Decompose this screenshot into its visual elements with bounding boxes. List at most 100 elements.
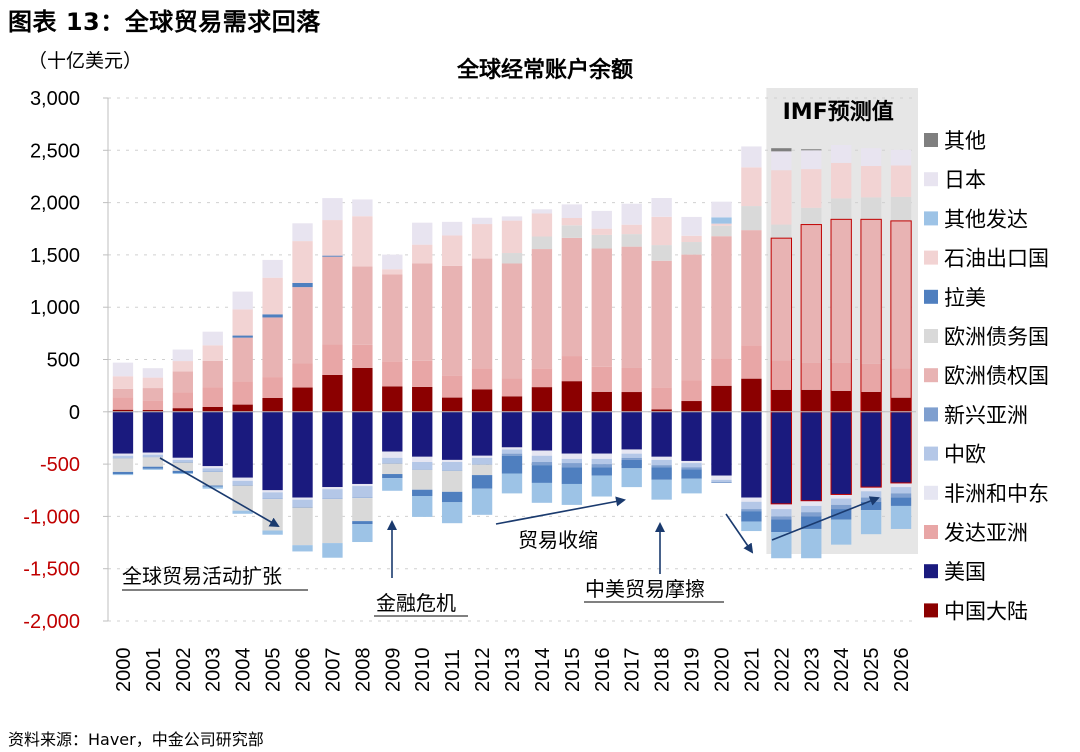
bar-segment-欧洲债务国 xyxy=(890,196,912,221)
y-tick-label: 500 xyxy=(47,350,80,372)
bar-segment-中欧 xyxy=(441,462,463,471)
bar-segment-中欧 xyxy=(651,459,672,466)
bar-segment-日本 xyxy=(711,201,732,218)
bar-segment-拉美 xyxy=(890,497,912,506)
bar-segment-其他发达 xyxy=(741,521,762,532)
bar-segment-非洲和中东 xyxy=(681,460,702,464)
bar-segment-拉美 xyxy=(501,455,523,474)
bar-segment-日本 xyxy=(352,199,373,217)
bar-segment-其他发达 xyxy=(591,475,612,497)
x-tick-label: 2016 xyxy=(592,648,614,693)
bar-segment-日本 xyxy=(382,254,403,270)
bar-segment-美国 xyxy=(771,411,792,504)
bar-segment-新兴亚洲 xyxy=(651,465,672,468)
annotation-arrow xyxy=(159,457,280,527)
legend-label: 中欧 xyxy=(944,443,986,467)
bar-segment-美国 xyxy=(801,411,822,501)
legend-swatch xyxy=(924,172,938,187)
bar-segment-拉美 xyxy=(412,489,433,497)
bar-segment-非洲和中东 xyxy=(771,503,792,510)
bar-segment-美国 xyxy=(561,411,583,454)
bar-segment-中国大陆 xyxy=(441,397,463,412)
bar-segment-石油出口国 xyxy=(172,361,193,372)
bar-segment-新兴亚洲 xyxy=(621,457,642,460)
bar-segment-非洲和中东 xyxy=(322,487,343,490)
bar-segment-中国大陆 xyxy=(890,397,912,412)
x-tick-label: 2025 xyxy=(861,648,883,693)
bar-segment-其他发达 xyxy=(441,502,463,524)
bar-segment-美国 xyxy=(352,411,373,484)
bar-segment-发达亚洲 xyxy=(531,368,553,388)
bar-segment-中欧 xyxy=(621,453,642,458)
bar-segment-中欧 xyxy=(561,458,583,464)
bar-segment-中欧 xyxy=(262,492,283,499)
bar-segment-石油出口国 xyxy=(292,241,313,283)
bars xyxy=(112,145,912,559)
bar-segment-中欧 xyxy=(741,501,762,510)
bar-segment-拉美 xyxy=(621,459,642,469)
bar-segment-美国 xyxy=(142,411,164,453)
bar-segment-中国大陆 xyxy=(292,387,313,412)
legend-swatch xyxy=(924,603,938,618)
bar-segment-石油出口国 xyxy=(591,228,612,235)
annotation-arrow xyxy=(771,496,880,541)
x-tick-label: 2001 xyxy=(143,648,165,693)
bar-segment-日本 xyxy=(172,349,193,362)
bar-segment-欧洲债务国 xyxy=(352,498,373,522)
bar-segment-欧洲债权国 xyxy=(741,230,762,346)
bar-segment-欧洲债务国 xyxy=(711,225,732,237)
bar-segment-新兴亚洲 xyxy=(531,462,553,466)
bar-segment-欧洲债务国 xyxy=(322,499,343,544)
bar-segment-非洲和中东 xyxy=(860,487,882,492)
legend-swatch xyxy=(924,289,938,304)
bar-segment-欧洲债权国 xyxy=(591,248,612,367)
bar-segment-新兴亚洲 xyxy=(112,457,134,459)
bar-segment-其他发达 xyxy=(561,483,583,505)
bar-segment-非洲和中东 xyxy=(501,447,523,450)
bar-segment-中欧 xyxy=(292,499,313,507)
bar-segment-日本 xyxy=(621,203,642,225)
y-tick-label: 1,000 xyxy=(30,297,80,319)
bar-segment-中国大陆 xyxy=(412,386,433,412)
bar-segment-非洲和中东 xyxy=(711,475,732,480)
bar-segment-新兴亚洲 xyxy=(741,509,762,512)
bar-segment-美国 xyxy=(471,411,493,456)
bar-segment-欧洲债务国 xyxy=(202,471,223,486)
bar-segment-非洲和中东 xyxy=(531,450,553,456)
bar-segment-发达亚洲 xyxy=(142,400,164,411)
bar-segment-非洲和中东 xyxy=(202,466,223,469)
bar-segment-石油出口国 xyxy=(561,217,583,226)
x-tick-label: 2023 xyxy=(801,648,823,693)
bar-segment-石油出口国 xyxy=(651,216,672,246)
legend: 其他日本其他发达石油出口国拉美欧洲债务国欧洲债权国新兴亚洲中欧非洲和中东发达亚洲… xyxy=(924,129,1049,623)
bar-segment-中欧 xyxy=(801,505,822,513)
bar-segment-欧洲债权国 xyxy=(860,219,882,364)
legend-swatch xyxy=(924,133,938,147)
bar-segment-日本 xyxy=(741,146,762,168)
bar-segment-石油出口国 xyxy=(471,224,493,259)
bar-segment-欧洲债务国 xyxy=(621,234,642,247)
y-tick-label: 3,000 xyxy=(30,88,80,110)
bar-segment-新兴亚洲 xyxy=(292,506,313,508)
bar-segment-欧洲债务国 xyxy=(142,457,164,467)
bar-segment-石油出口国 xyxy=(412,244,433,264)
bar-segment-日本 xyxy=(441,221,463,236)
bar-segment-非洲和中东 xyxy=(142,452,164,455)
bar-segment-欧洲债权国 xyxy=(172,371,193,393)
bar-segment-美国 xyxy=(172,411,193,458)
bar-segment-欧洲债务国 xyxy=(471,464,493,476)
bar-segment-日本 xyxy=(471,217,493,225)
bar-segment-中国大陆 xyxy=(202,406,223,412)
bar-segment-美国 xyxy=(441,411,463,460)
bar-segment-其他发达 xyxy=(681,478,702,494)
chart-title: 全球经常账户余额 xyxy=(456,58,633,83)
legend-swatch xyxy=(924,525,938,539)
bar-segment-其他发达 xyxy=(352,524,373,543)
legend-label: 非洲和中东 xyxy=(944,482,1049,506)
bar-segment-欧洲债权国 xyxy=(292,287,313,364)
legend-label: 欧洲债权国 xyxy=(944,364,1049,388)
bar-segment-发达亚洲 xyxy=(501,378,523,397)
bar-segment-中欧 xyxy=(681,463,702,468)
bar-segment-中欧 xyxy=(172,459,193,463)
y-tick-label: 2,000 xyxy=(30,193,80,215)
